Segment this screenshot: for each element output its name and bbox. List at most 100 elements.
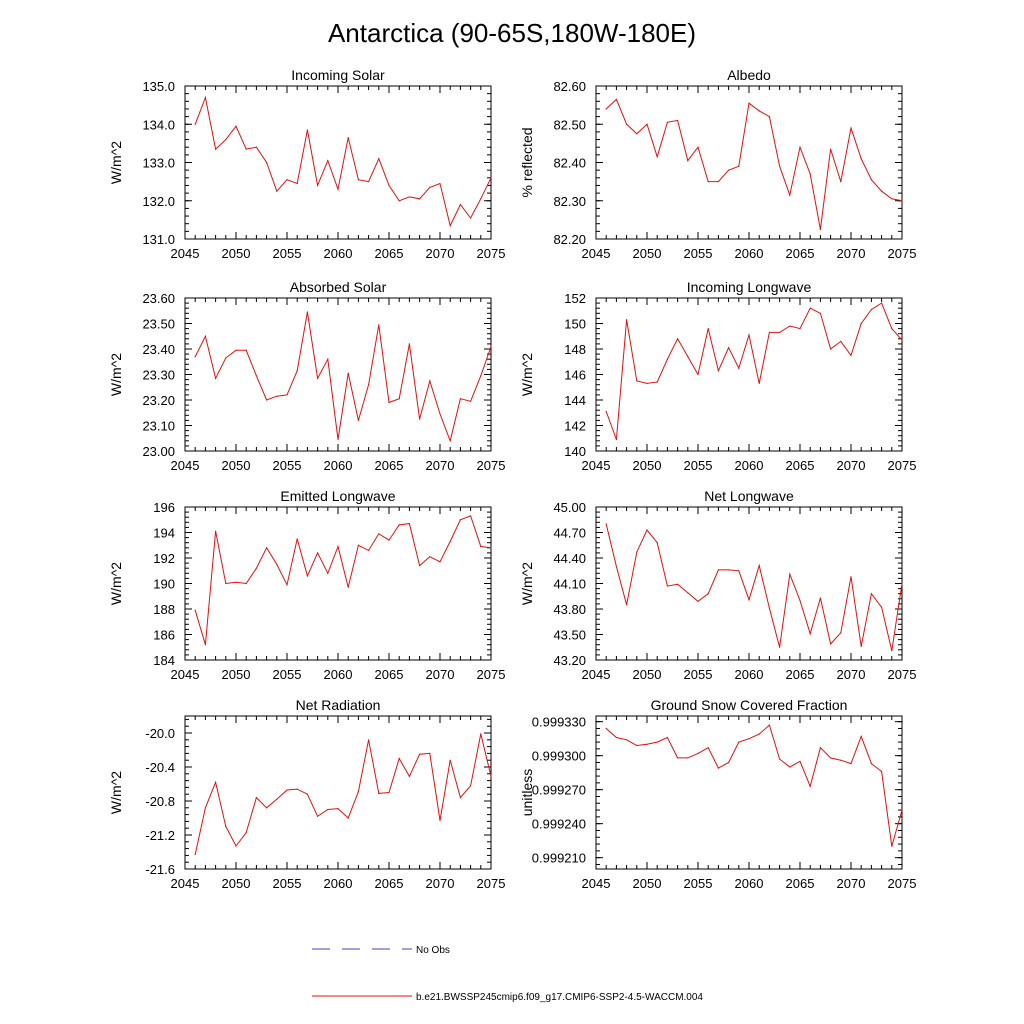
panel-emitted-longwave: Emitted Longwave W/m^2 2045 2050 2055 2060 206…	[108, 488, 505, 682]
net-radiation-data-point	[245, 831, 247, 834]
emitted-longwave-data-point	[337, 545, 339, 548]
albedo-data-point	[830, 148, 832, 150]
absorbed-solar-title: Absorbed Solar	[290, 279, 387, 295]
ground-snow-covered-fraction-ytick-label: 0.999300	[532, 749, 586, 764]
absorbed-solar-data-point	[204, 335, 206, 337]
albedo-ytick-label: 82.30	[553, 194, 586, 209]
absorbed-solar-data-point	[408, 343, 410, 345]
emitted-longwave-data-point	[317, 552, 319, 554]
absorbed-solar-data-point	[378, 324, 380, 326]
incoming-solar-xtick-label: 2050	[222, 246, 251, 261]
absorbed-solar-data-point	[235, 349, 237, 351]
net-radiation-data-point	[388, 791, 390, 794]
incoming-solar-data-point	[378, 158, 380, 160]
net-radiation-data-point	[470, 785, 472, 787]
net-radiation-ytick-label: -21.2	[145, 828, 175, 843]
incoming-longwave-data-point	[717, 370, 720, 372]
ground-snow-covered-fraction-data-point	[881, 770, 883, 773]
albedo-data-point	[677, 119, 679, 122]
net-longwave-data-point	[799, 599, 801, 602]
absorbed-solar-data-point	[276, 395, 278, 397]
emitted-longwave-series-line	[194, 515, 492, 645]
absorbed-solar-data-point	[337, 438, 339, 441]
net-radiation-xtick-label: 2050	[222, 876, 251, 891]
absorbed-solar-ytick-label: 23.60	[142, 291, 175, 306]
emitted-longwave-ytick-label: 186	[153, 628, 175, 643]
emitted-longwave-data-point	[449, 540, 451, 543]
albedo-xtick-label: 2065	[786, 246, 815, 261]
net-radiation-data-point	[368, 739, 370, 741]
absorbed-solar-data-point	[470, 400, 472, 402]
emitted-longwave-data-point	[378, 533, 380, 535]
absorbed-solar-data-point	[429, 380, 431, 382]
net-longwave-ytick-label: 43.80	[553, 602, 586, 617]
absorbed-solar-data-point	[480, 375, 482, 377]
net-longwave-xtick-label: 2050	[633, 667, 662, 682]
incoming-solar-data-point	[286, 179, 288, 181]
albedo-data-point	[901, 200, 903, 202]
ground-snow-covered-fraction-data-point	[789, 766, 791, 768]
albedo-plot-frame	[595, 85, 903, 240]
net-longwave-data-point	[850, 576, 852, 578]
ground-snow-covered-fraction-data-point	[748, 738, 750, 740]
absorbed-solar-data-point	[296, 370, 298, 372]
incoming-longwave-ytick-label: 144	[564, 393, 586, 408]
net-radiation-data-point	[439, 819, 441, 822]
ground-snow-covered-fraction-data-point	[819, 747, 822, 749]
net-radiation-xtick-label: 2060	[324, 876, 353, 891]
net-radiation-data-point	[357, 791, 359, 793]
absorbed-solar-data-point	[286, 394, 288, 396]
net-longwave-data-point	[860, 645, 862, 648]
absorbed-solar-data-point	[194, 356, 196, 358]
ground-snow-covered-fraction-ytick-label: 0.999210	[532, 851, 586, 866]
net-longwave-data-point	[707, 593, 709, 595]
emitted-longwave-title: Emitted Longwave	[280, 488, 395, 504]
net-radiation-data-point	[215, 781, 217, 783]
albedo-ytick-label: 82.40	[553, 156, 586, 171]
incoming-solar-title: Incoming Solar	[291, 67, 385, 83]
ground-snow-covered-fraction-xtick-label: 2065	[786, 876, 815, 891]
incoming-solar-data-point	[204, 96, 206, 99]
net-radiation-data-point	[276, 798, 278, 800]
absorbed-solar-ytick-label: 23.30	[142, 368, 175, 383]
absorbed-solar-ylabel: W/m^2	[108, 353, 124, 396]
albedo-data-point	[687, 159, 689, 162]
albedo-ytick-label: 82.20	[553, 232, 586, 247]
emitted-longwave-ytick-label: 190	[153, 577, 175, 592]
incoming-longwave-data-point	[840, 340, 842, 342]
absorbed-solar-data-point	[357, 419, 359, 421]
incoming-longwave-data-point	[768, 331, 771, 334]
absorbed-solar-data-point	[347, 372, 349, 374]
net-radiation-data-point	[490, 775, 492, 777]
emitted-longwave-data-point	[459, 519, 461, 521]
emitted-longwave-data-point	[388, 539, 390, 541]
incoming-solar-xtick-label: 2055	[273, 246, 302, 261]
ground-snow-covered-fraction-xtick-label: 2050	[633, 876, 662, 891]
incoming-solar-data-point	[296, 182, 298, 185]
emitted-longwave-data-point	[357, 544, 359, 546]
albedo-data-point	[636, 133, 638, 135]
net-radiation-data-point	[306, 793, 308, 795]
emitted-longwave-data-point	[276, 563, 278, 565]
ground-snow-covered-fraction-data-point	[666, 736, 669, 739]
albedo-data-point	[697, 146, 699, 148]
incoming-longwave-plot-frame	[595, 297, 903, 452]
absorbed-solar-data-point	[317, 377, 319, 379]
emitted-longwave-ytick-label: 188	[153, 602, 175, 617]
incoming-solar-data-point	[327, 159, 329, 162]
albedo-data-point	[707, 181, 709, 183]
net-radiation-xtick-label: 2045	[171, 876, 200, 891]
ground-snow-covered-fraction-data-point	[687, 757, 689, 759]
albedo-ylabel: % reflected	[519, 127, 535, 197]
emitted-longwave-data-point	[245, 582, 247, 585]
ground-snow-covered-fraction-data-point	[768, 724, 771, 726]
absorbed-solar-data-point	[225, 357, 227, 359]
emitted-longwave-xtick-label: 2055	[273, 667, 302, 682]
albedo-data-point	[860, 158, 862, 160]
absorbed-solar-data-point	[398, 398, 400, 400]
net-longwave-xtick-label: 2070	[837, 667, 866, 682]
emitted-longwave-ytick-label: 192	[153, 551, 175, 566]
net-radiation-data-point	[296, 788, 298, 790]
emitted-longwave-ytick-label: 196	[153, 500, 175, 515]
